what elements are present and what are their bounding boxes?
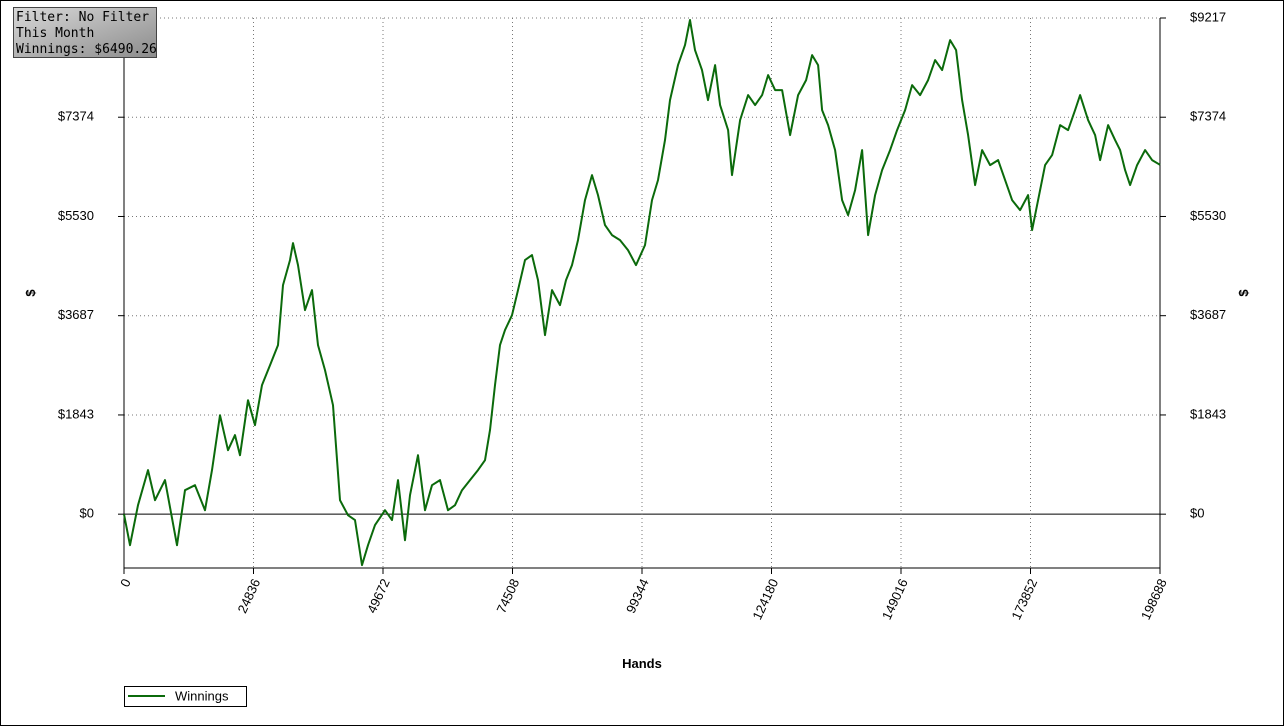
- y-tick-label: $3687: [58, 307, 94, 322]
- y-tick-label: $5530: [58, 208, 94, 223]
- legend-label: Winnings: [175, 688, 229, 703]
- y2-tick-label: $5530: [1190, 208, 1226, 223]
- series-line: [123, 19, 1161, 567]
- y-tick-label: $0: [80, 506, 94, 521]
- info-text: This Month: [16, 26, 94, 41]
- info-text: Filter: No Filter: [16, 10, 149, 25]
- y2-tick-label: $3687: [1190, 307, 1226, 322]
- x-axis-title: Hands: [622, 656, 662, 671]
- info-box: [13, 7, 157, 58]
- y-tick-label: $1843: [58, 406, 94, 421]
- y2-tick-label: $7374: [1190, 109, 1226, 124]
- y-axis-title: $: [23, 289, 38, 297]
- info-text: Winnings: $6490.26: [16, 42, 157, 57]
- legend: [124, 686, 247, 707]
- y2-tick-label: $0: [1190, 506, 1204, 521]
- y2-tick-label: $1843: [1190, 406, 1226, 421]
- y-tick-label: $7374: [58, 109, 94, 124]
- y2-tick-label: $9217: [1190, 9, 1226, 24]
- y2-axis-title: $: [1236, 289, 1251, 297]
